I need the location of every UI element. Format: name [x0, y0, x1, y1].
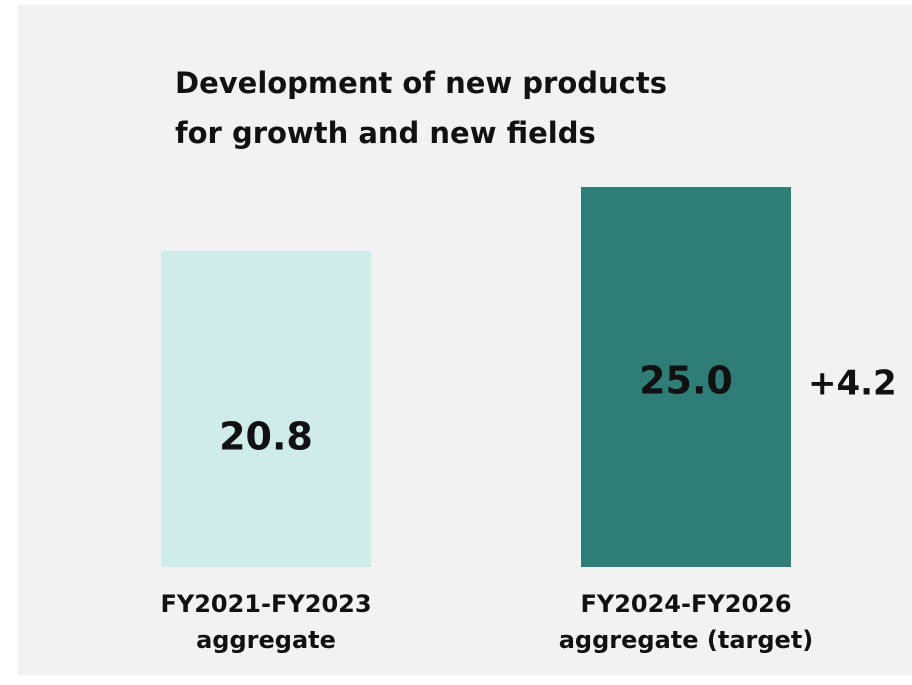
category-label: FY2021-FY2023	[160, 590, 371, 618]
category-label: FY2024-FY2026	[580, 590, 791, 618]
value-label: 20.8	[219, 414, 313, 458]
chart-title: for growth and new fields	[175, 116, 596, 150]
chart-title: Development of new products	[175, 66, 667, 100]
annotation: +4.2	[808, 364, 897, 404]
category-label: aggregate (target)	[559, 626, 814, 654]
bar	[581, 187, 791, 567]
bar	[161, 250, 371, 567]
value-label: 25.0	[639, 359, 733, 403]
category-label: aggregate	[196, 626, 336, 654]
